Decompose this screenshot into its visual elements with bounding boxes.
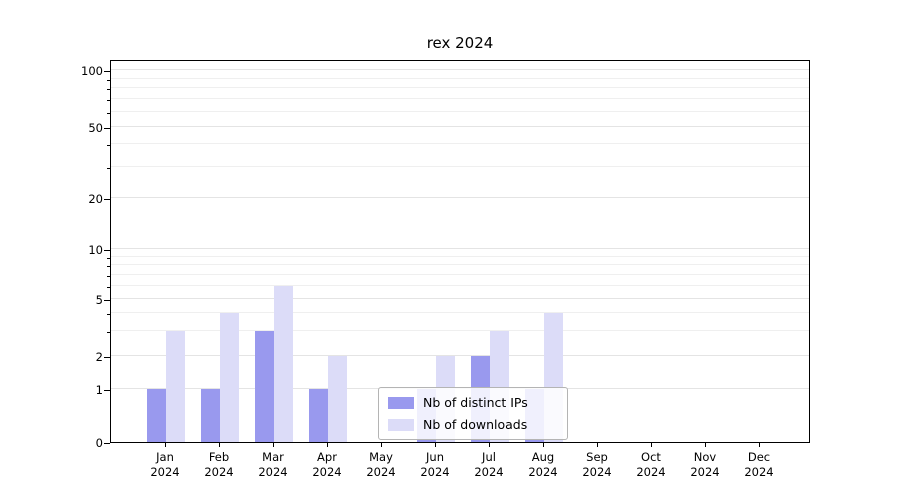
- y-tick-label-0: 0: [95, 436, 103, 450]
- gridline-minor-y-7: [111, 273, 809, 275]
- x-tick-label-sep-2024: Sep 2024: [567, 450, 627, 480]
- gridline-major-y-5: [111, 298, 809, 299]
- chart-title: rex 2024: [426, 34, 494, 52]
- x-tick-label-line: 2024: [582, 465, 612, 479]
- gridline-major-y-20: [111, 197, 809, 198]
- x-tick-label-dec-2024: Dec 2024: [729, 450, 789, 480]
- gridline-major-y-100: [111, 69, 809, 70]
- bar-distinct-ips-mar-2024: [255, 331, 274, 442]
- x-tick-label-line: 2024: [474, 465, 504, 479]
- gridline-major-y-50: [111, 126, 809, 127]
- x-tick-label-line: 2024: [258, 465, 288, 479]
- legend-swatch-downloads: [388, 418, 414, 431]
- bar-downloads-feb-2024: [220, 313, 239, 442]
- x-tick-label-line: Nov: [693, 450, 717, 464]
- gridline-minor-y-60: [111, 111, 809, 112]
- legend-item-downloads: Nb of downloads: [388, 417, 553, 432]
- gridline-minor-y-80: [111, 87, 809, 89]
- x-tick-label-line: Oct: [641, 450, 661, 464]
- x-tick-label-jan-2024: Jan 2024: [135, 450, 195, 480]
- bar-distinct-ips-feb-2024: [201, 389, 220, 442]
- y-tick-label-5: 5: [95, 293, 103, 307]
- x-tick-label-jul-2024: Jul 2024: [459, 450, 519, 480]
- x-tick-label-line: 2024: [690, 465, 720, 479]
- bar-downloads-jan-2024: [166, 331, 185, 442]
- y-tick-mark-0: [104, 443, 110, 444]
- gridline-minor-y-6: [111, 284, 809, 286]
- x-tick-label-line: Jul: [482, 450, 496, 464]
- x-tick-label-line: May: [369, 450, 393, 464]
- x-tick-label-line: Dec: [747, 450, 771, 464]
- x-tick-mark-sep: [597, 443, 598, 447]
- gridline-major-y-10: [111, 248, 809, 249]
- x-tick-label-feb-2024: Feb 2024: [189, 450, 249, 480]
- y-tick-label-10: 10: [88, 243, 103, 257]
- gridline-minor-y-70: [111, 98, 809, 100]
- x-tick-mark-may: [381, 443, 382, 447]
- x-tick-label-line: Feb: [208, 450, 230, 464]
- legend-label-distinct-ips: Nb of distinct IPs: [423, 395, 528, 410]
- gridline-minor-y-30: [111, 165, 809, 167]
- plot-area: [110, 60, 810, 443]
- x-tick-label-line: 2024: [636, 465, 666, 479]
- x-tick-label-line: 2024: [312, 465, 342, 479]
- gridline-minor-y-9: [111, 255, 809, 257]
- x-tick-label-line: 2024: [420, 465, 450, 479]
- x-tick-label-line: 2024: [744, 465, 774, 479]
- y-tick-label-2: 2: [95, 350, 103, 364]
- legend-swatch-distinct-ips: [388, 396, 414, 409]
- gridline-minor-y-3: [111, 329, 809, 331]
- x-tick-label-jun-2024: Jun 2024: [405, 450, 465, 480]
- x-tick-mark-feb: [219, 443, 220, 447]
- gridline-minor-y-40: [111, 143, 809, 145]
- x-tick-mark-mar: [273, 443, 274, 447]
- x-tick-label-line: Jan: [156, 450, 174, 464]
- legend-label-downloads: Nb of downloads: [423, 417, 528, 432]
- x-tick-label-apr-2024: Apr 2024: [297, 450, 357, 480]
- x-tick-label-line: Apr: [317, 450, 337, 464]
- bar-downloads-apr-2024: [328, 356, 347, 442]
- x-tick-label-may-2024: May 2024: [351, 450, 411, 480]
- x-tick-label-line: Mar: [262, 450, 284, 464]
- gridline-major-y-2: [111, 355, 809, 356]
- x-tick-mark-jan: [165, 443, 166, 447]
- bar-distinct-ips-jan-2024: [147, 389, 166, 442]
- legend: Nb of distinct IPs Nb of downloads: [378, 387, 568, 440]
- x-tick-label-line: Aug: [531, 450, 555, 464]
- x-tick-mark-oct: [651, 443, 652, 447]
- gridline-minor-y-90: [111, 77, 809, 79]
- legend-item-distinct-ips: Nb of distinct IPs: [388, 395, 553, 410]
- x-tick-label-line: 2024: [150, 465, 180, 479]
- x-tick-mark-dec: [759, 443, 760, 447]
- x-tick-mark-jun: [435, 443, 436, 447]
- x-tick-label-line: 2024: [366, 465, 396, 479]
- x-tick-label-nov-2024: Nov 2024: [675, 450, 735, 480]
- gridline-minor-y-8: [111, 264, 809, 266]
- y-tick-label-20: 20: [88, 192, 103, 206]
- y-tick-label-1: 1: [95, 383, 103, 397]
- x-tick-label-mar-2024: Mar 2024: [243, 450, 303, 480]
- x-tick-mark-aug: [543, 443, 544, 447]
- x-tick-label-line: 2024: [204, 465, 234, 479]
- gridline-minor-y-4: [111, 311, 809, 313]
- bar-downloads-mar-2024: [274, 286, 293, 442]
- y-tick-label-50: 50: [88, 121, 103, 135]
- bar-distinct-ips-apr-2024: [309, 389, 328, 442]
- x-tick-label-line: 2024: [528, 465, 558, 479]
- y-tick-label-100: 100: [81, 64, 103, 78]
- x-tick-label-aug-2024: Aug 2024: [513, 450, 573, 480]
- x-tick-label-line: Jun: [426, 450, 444, 464]
- x-tick-label-line: Sep: [586, 450, 608, 464]
- x-tick-mark-apr: [327, 443, 328, 447]
- x-tick-label-oct-2024: Oct 2024: [621, 450, 681, 480]
- x-tick-mark-nov: [705, 443, 706, 447]
- x-tick-mark-jul: [489, 443, 490, 447]
